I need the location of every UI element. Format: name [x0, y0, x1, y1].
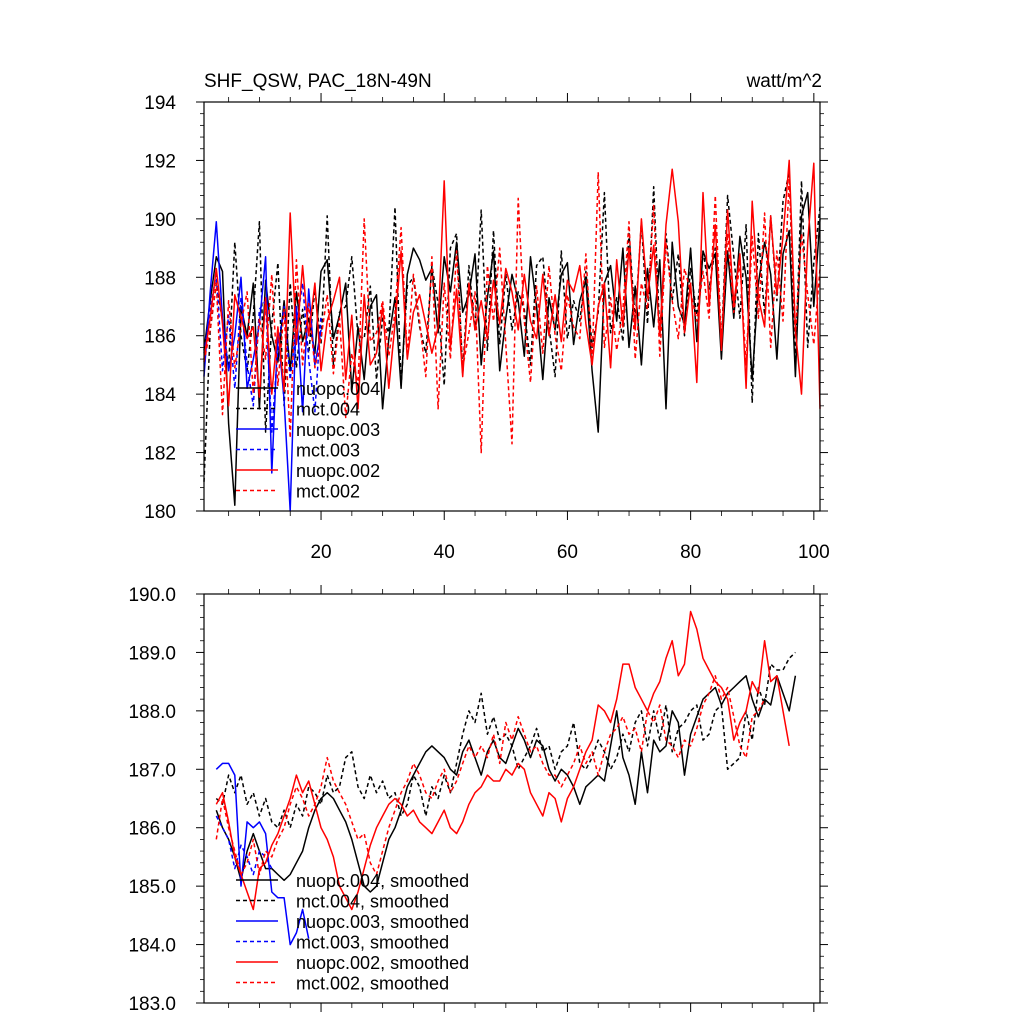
bottom-legend-label-nuopc-003-smoothed: nuopc.003, smoothed	[296, 912, 469, 932]
top-xtick-label: 80	[680, 542, 701, 563]
top-legend-label-nuopc-002: nuopc.002	[296, 461, 380, 481]
top-series-nuopc-002	[203, 159, 821, 410]
top-ytick-label: 182	[144, 444, 176, 465]
top-legend-label-mct-004: mct.004	[296, 400, 360, 420]
bottom-axes-group: 183.0 184.0 185.0 186.0 187.0 188.0 189.0 190.0	[128, 585, 828, 1015]
bottom-ytick-label: 189.0	[128, 643, 176, 664]
bottom-ytick-label: 188.0	[128, 702, 176, 723]
bottom-series-mct-003-smoothed	[215, 815, 273, 876]
bottom-ytick-label: 183.0	[128, 994, 176, 1015]
top-legend-label-mct-003: mct.003	[296, 441, 360, 461]
bottom-ytick-label: 185.0	[128, 877, 176, 898]
top-ytick-label: 194	[144, 93, 176, 114]
bottom-legend-label-nuopc-004-smoothed: nuopc.004, smoothed	[296, 871, 469, 891]
top-ytick-label: 188	[144, 268, 176, 289]
top-legend-label-nuopc-004: nuopc.004	[296, 379, 380, 399]
top-ytick-label: 186	[144, 327, 176, 348]
bottom-series-group	[215, 610, 797, 946]
bottom-legend-label-mct-003-smoothed: mct.003, smoothed	[296, 933, 449, 953]
top-chart-title: SHF_QSW, PAC_18N-49N	[204, 71, 432, 92]
top-ytick-label: 180	[144, 502, 176, 523]
bottom-legend-label-mct-002-smoothed: mct.002, smoothed	[296, 974, 449, 994]
top-ytick-label: 184	[144, 385, 176, 406]
bottom-legend-label-mct-004-smoothed: mct.004, smoothed	[296, 892, 449, 912]
top-xtick-label: 100	[798, 542, 830, 563]
top-legend-label-nuopc-003: nuopc.003	[296, 420, 380, 440]
bottom-series-mct-004-smoothed	[215, 651, 796, 829]
top-xtick-label: 40	[434, 542, 455, 563]
top-xtick-label: 20	[310, 542, 331, 563]
top-series-nuopc-003	[203, 221, 322, 512]
bottom-series-nuopc-002-smoothed	[215, 610, 790, 911]
bottom-ytick-label: 190.0	[128, 585, 176, 606]
top-xtick-label: 60	[557, 542, 578, 563]
top-axes-group: 180 182 184 186 188 190 192 194 20 40 60 80 100	[144, 93, 830, 563]
bottom-series-mct-002-smoothed	[215, 675, 766, 876]
bottom-legend-label-nuopc-002-smoothed: nuopc.002, smoothed	[296, 953, 469, 973]
bottom-panel: 183.0 184.0 185.0 186.0 187.0 188.0 189.0 190.0…	[128, 585, 828, 1015]
top-series-group	[203, 159, 821, 512]
bottom-ytick-label: 187.0	[128, 760, 176, 781]
top-panel: SHF_QSW, PAC_18N-49N watt/m^2 1801821841…	[144, 71, 829, 563]
bottom-ytick-label: 184.0	[128, 936, 176, 957]
top-chart-units: watt/m^2	[746, 71, 822, 92]
bottom-ytick-label: 186.0	[128, 819, 176, 840]
top-legend: nuopc.004mct.004nuopc.003mct.003nuopc.00…	[236, 379, 380, 502]
top-series-mct-002	[203, 171, 821, 454]
bottom-series-nuopc-004-smoothed	[215, 675, 797, 893]
bottom-series-nuopc-003-smoothed	[215, 762, 310, 946]
top-ytick-label: 192	[144, 151, 176, 172]
top-plot-frame	[203, 101, 821, 512]
top-series-mct-003	[203, 273, 322, 433]
top-ytick-label: 190	[144, 210, 176, 231]
bottom-plot-frame	[203, 593, 821, 1004]
top-legend-label-mct-002: mct.002	[296, 482, 360, 502]
